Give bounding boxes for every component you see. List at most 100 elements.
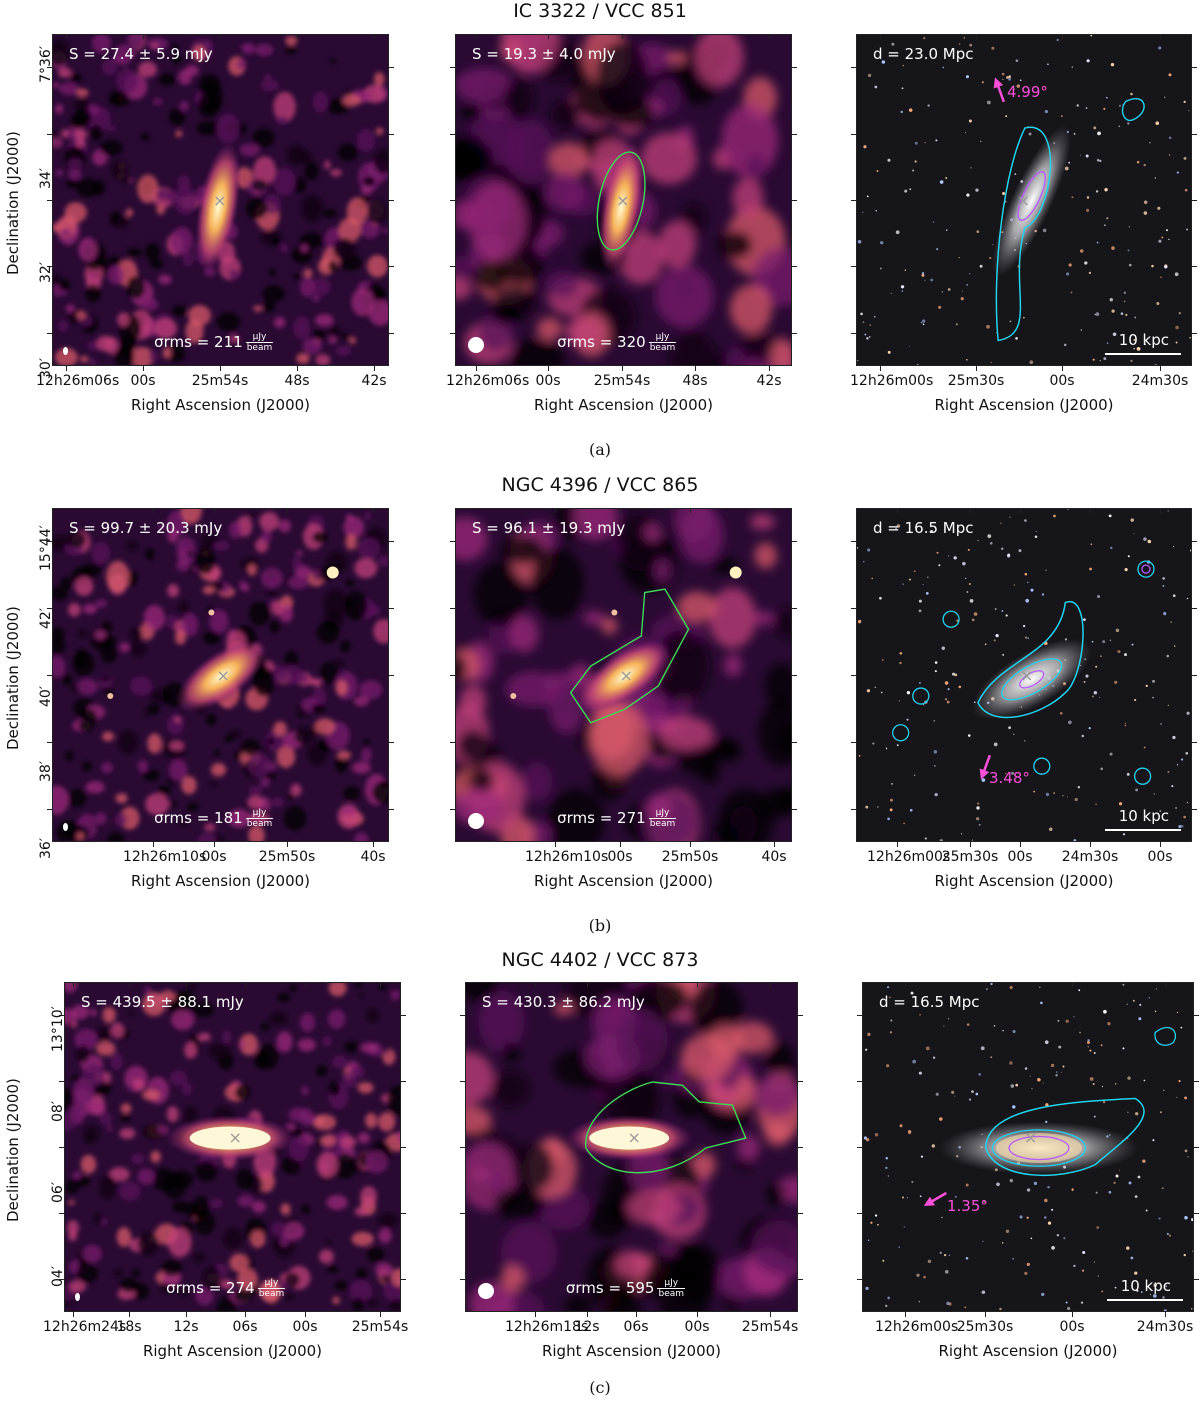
x-tick-label: 00s (201, 849, 227, 865)
x-tick-label: 12h26m00s (850, 373, 934, 389)
x-tick (535, 982, 536, 987)
y-tick (47, 67, 52, 69)
x-tick (380, 982, 381, 987)
rms-prefix: σrms = (565, 1279, 626, 1297)
x-tick (690, 508, 691, 513)
rms-label: σrms = 181 μJy beam (154, 808, 274, 829)
x-axis-label: Right Ascension (J2000) (934, 872, 1114, 890)
x-tick (587, 1312, 588, 1317)
y-tick (1192, 200, 1197, 201)
x-tick (622, 34, 623, 39)
y-tick (59, 1147, 64, 1148)
x-tick-label: 00s (1059, 1319, 1085, 1335)
y-tick (389, 541, 394, 543)
center-marker-icon: × (619, 666, 633, 685)
panel-image (456, 35, 791, 365)
x-tick-label: 24m30s (1131, 373, 1189, 389)
x-tick (985, 982, 986, 987)
x-tick (245, 982, 246, 987)
y-tick (450, 67, 455, 69)
y-tick (1192, 741, 1197, 743)
beam-ellipse (478, 1283, 494, 1299)
y-tick (59, 1213, 64, 1214)
beam-ellipse (63, 823, 68, 831)
y-tick (1192, 266, 1197, 268)
x-tick-label: 25m50s (661, 849, 719, 865)
x-tick (985, 1312, 986, 1317)
x-tick (620, 842, 621, 847)
y-tick-label: 7°36′ (38, 46, 54, 83)
y-tick (401, 1213, 406, 1214)
panel-image (456, 509, 791, 841)
inclination-arrow-label: 4.99° (1007, 83, 1048, 101)
y-tick (389, 67, 394, 69)
radio-map-full-res: × S = 439.5 ± 88.1 mJy σrms = 274 μJy beam (64, 982, 401, 1312)
x-tick (374, 366, 375, 371)
x-tick (129, 1312, 130, 1317)
y-tick-label: 40′ (38, 686, 54, 707)
x-tick-label: 12h26m24s (43, 1319, 127, 1335)
rms-unit: μJy beam (657, 1278, 686, 1299)
x-tick (1062, 34, 1063, 39)
x-tick-label: 12h26m00s (867, 849, 951, 865)
x-tick (143, 34, 144, 39)
center-marker-icon: × (216, 666, 230, 685)
y-tick (389, 675, 394, 676)
x-tick (622, 366, 623, 371)
y-tick (851, 67, 856, 69)
x-axis-label: Right Ascension (J2000) (533, 872, 714, 890)
y-tick-label: 32′ (38, 262, 54, 283)
y-tick (450, 541, 455, 543)
flux-label: S = 439.5 ± 88.1 mJy (81, 993, 244, 1011)
y-tick (450, 266, 455, 268)
rms-value: 181 (214, 809, 243, 827)
y-tick (798, 1081, 803, 1082)
flux-label: S = 19.3 ± 4.0 mJy (472, 45, 616, 63)
y-tick (450, 808, 455, 810)
y-tick (1194, 1081, 1199, 1082)
x-tick (1072, 1312, 1073, 1317)
y-tick (450, 741, 455, 743)
x-tick (905, 1312, 906, 1317)
x-tick (66, 34, 67, 39)
x-tick (305, 1312, 306, 1317)
rms-label: σrms = 595 μJy beam (565, 1278, 686, 1299)
x-tick-label: 00s (1007, 849, 1033, 865)
rms-label: σrms = 271 μJy beam (557, 808, 677, 829)
radio-map-full-res: × S = 99.7 ± 20.3 mJy σrms = 181 μJy beam (52, 508, 389, 842)
y-tick (47, 741, 52, 743)
y-tick (389, 741, 394, 743)
x-tick-label: 25m30s (941, 849, 999, 865)
x-tick-label: 12h26m10s (525, 849, 609, 865)
x-tick-label: 25m50s (258, 849, 316, 865)
y-tick (1194, 1213, 1199, 1214)
y-tick (450, 200, 455, 201)
y-tick (401, 1015, 406, 1016)
scale-label: 10 kpc (1118, 807, 1169, 825)
x-tick-label: 00s (684, 1319, 710, 1335)
x-tick (976, 34, 977, 39)
y-tick (389, 133, 394, 135)
y-tick (47, 808, 52, 810)
radio-map-low-res: × S = 96.1 ± 19.3 mJy σrms = 271 μJy beam (455, 508, 792, 842)
center-marker-icon: × (627, 1128, 641, 1148)
x-tick-label: 00s (607, 849, 633, 865)
y-tick (389, 200, 394, 201)
y-tick (47, 675, 52, 676)
rms-value: 271 (617, 809, 646, 827)
x-tick-label: 25m54s (191, 373, 249, 389)
x-tick (1062, 366, 1063, 371)
y-tick (851, 675, 856, 676)
distance-label: d = 16.5 Mpc (873, 519, 974, 537)
inclination-arrow-label: 3.48° (989, 769, 1030, 787)
rms-unit: μJy beam (257, 1278, 286, 1299)
y-tick (857, 1279, 862, 1280)
x-tick (476, 34, 477, 39)
x-tick (220, 34, 221, 39)
rms-value: 274 (226, 1279, 255, 1297)
center-marker-icon: × (1024, 1128, 1038, 1148)
x-axis-label: Right Ascension (J2000) (934, 396, 1114, 414)
y-tick (460, 1279, 465, 1280)
y-tick (1192, 67, 1197, 69)
panel-image (466, 983, 797, 1311)
